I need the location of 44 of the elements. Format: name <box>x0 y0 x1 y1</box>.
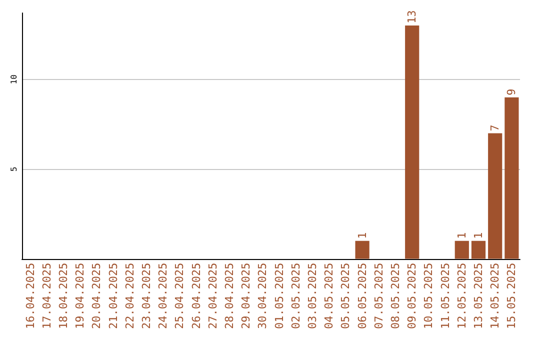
x-tick-label: 21.04.2025 <box>106 262 120 330</box>
x-tick-label: 16.04.2025 <box>24 262 37 330</box>
x-tick-label: 29.04.2025 <box>240 262 253 330</box>
data-label: 1 <box>472 232 485 239</box>
x-tick-label: 06.05.2025 <box>356 262 369 330</box>
y-tick-label: 5 <box>10 166 18 172</box>
x-tick-label: 19.04.2025 <box>74 262 87 330</box>
x-tick-label: 27.04.2025 <box>206 262 220 330</box>
x-tick-label: 12.05.2025 <box>455 262 468 330</box>
x-tick-label: 13.05.2025 <box>472 262 485 330</box>
data-label: 7 <box>488 124 502 132</box>
data-label: 1 <box>356 232 369 239</box>
x-tick-label: 02.05.2025 <box>289 262 302 330</box>
x-tick-label: 25.04.2025 <box>173 262 186 330</box>
y-tick-label: 10 <box>10 74 18 84</box>
x-tick-label: 23.04.2025 <box>140 262 153 330</box>
x-tick-label: 24.04.2025 <box>156 262 170 330</box>
x-tick-label: 15.05.2025 <box>505 262 518 330</box>
data-label: 13 <box>406 10 419 24</box>
bar <box>504 97 519 259</box>
x-tick-label: 07.05.2025 <box>372 262 386 330</box>
bar <box>405 26 420 259</box>
x-tick-label: 03.05.2025 <box>306 262 319 330</box>
x-tick-label: 05.05.2025 <box>339 262 352 330</box>
data-label: 9 <box>505 88 518 96</box>
x-tick-label: 01.05.2025 <box>272 262 286 330</box>
x-tick-label: 14.05.2025 <box>488 262 502 330</box>
x-tick-label: 30.04.2025 <box>256 262 270 330</box>
data-label: 1 <box>455 232 468 239</box>
x-tick-label: 09.05.2025 <box>406 262 419 330</box>
x-tick-label: 22.04.2025 <box>123 262 136 330</box>
bar <box>355 240 370 259</box>
x-tick-label: 20.04.2025 <box>90 262 104 330</box>
x-tick-label: 18.04.2025 <box>57 262 70 330</box>
x-tick-label: 26.04.2025 <box>190 262 203 330</box>
x-tick-label: 11.05.2025 <box>438 262 452 330</box>
x-tick-label: 28.04.2025 <box>223 262 236 330</box>
x-tick-label: 10.05.2025 <box>422 262 436 330</box>
x-tick-label: 08.05.2025 <box>389 262 402 330</box>
bar <box>471 240 486 259</box>
x-tick-label: 04.05.2025 <box>322 262 336 330</box>
x-tick-label: 17.04.2025 <box>40 262 54 330</box>
bar <box>488 133 502 259</box>
bar <box>454 240 469 259</box>
